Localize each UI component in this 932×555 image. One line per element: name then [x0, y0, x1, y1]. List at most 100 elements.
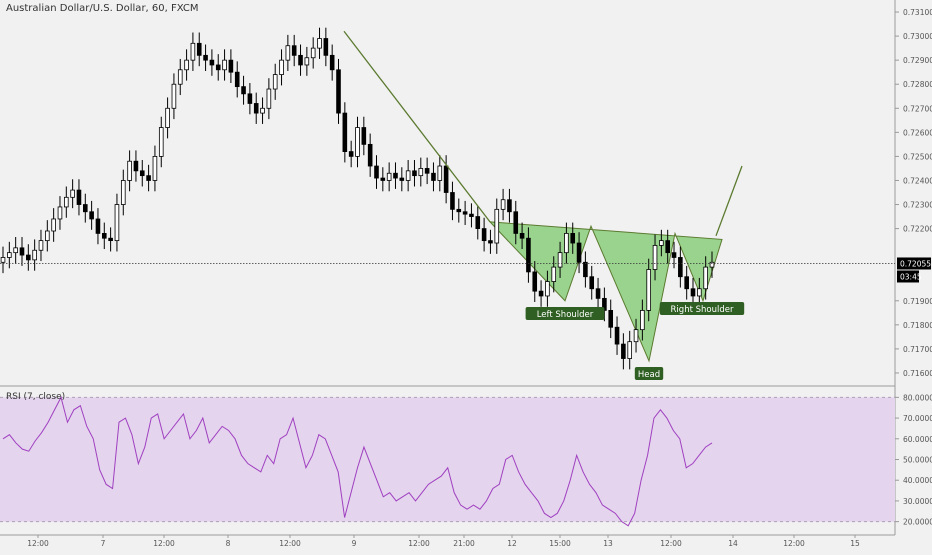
candle [431, 172, 436, 181]
rsi-tick-label: 60.0000 [903, 435, 932, 444]
candle [348, 151, 354, 157]
candle [291, 45, 297, 56]
candle [621, 343, 626, 359]
candle [519, 233, 525, 239]
price-tick-label: 0.72300 [903, 201, 932, 210]
candle [101, 233, 107, 239]
price-tick-label: 0.71700 [903, 345, 932, 354]
time-tick-label: 7 [101, 539, 106, 548]
candle [380, 177, 386, 181]
candle [665, 240, 670, 254]
candle [32, 249, 37, 261]
rsi-line [2, 395, 713, 527]
candle [317, 38, 322, 49]
candle [304, 57, 310, 66]
candle [215, 64, 221, 71]
candle [247, 93, 253, 104]
candle [279, 59, 284, 75]
candle [51, 218, 56, 232]
candle [336, 69, 341, 114]
candle [76, 189, 82, 205]
candle [272, 74, 278, 90]
candle [127, 160, 132, 181]
candle [323, 38, 329, 56]
candle [526, 237, 531, 273]
candle [171, 83, 177, 109]
candle [507, 199, 512, 213]
candle [532, 271, 538, 292]
candle [45, 230, 50, 242]
candle [690, 288, 696, 297]
time-tick-label: 12:00 [279, 539, 301, 548]
candle [475, 216, 481, 229]
candle [196, 42, 202, 56]
candle [545, 281, 550, 297]
rsi-tick-label: 40.0000 [903, 476, 932, 485]
rsi-band [0, 397, 895, 522]
inverse-head-and-shoulders-pattern [488, 221, 723, 363]
candle [82, 204, 88, 213]
candle [646, 269, 651, 311]
price-tick-label: 0.72200 [903, 225, 932, 234]
candle [26, 254, 31, 261]
candle [551, 266, 557, 282]
candle [89, 211, 94, 220]
candle [386, 172, 392, 181]
candle [500, 199, 506, 210]
pattern-annotation-box [525, 307, 605, 320]
candle [108, 237, 113, 242]
candle [450, 192, 455, 210]
price-tick-label: 0.72900 [903, 56, 932, 65]
downtrend-line [343, 30, 491, 223]
price-tick-label: 0.73000 [903, 32, 932, 41]
time-tick-label: 12:00 [660, 539, 682, 548]
candle [329, 54, 335, 71]
candle [652, 245, 658, 270]
candle [57, 206, 63, 220]
candle [418, 168, 424, 177]
candle [595, 288, 601, 299]
price-tick-label: 0.71600 [903, 369, 932, 378]
candle [494, 208, 500, 244]
candle [241, 86, 246, 95]
time-tick-label: 8 [226, 539, 231, 548]
candle [684, 276, 689, 290]
candle [481, 228, 487, 242]
candle [203, 54, 208, 61]
candle [355, 127, 360, 157]
candle [228, 59, 234, 73]
candle [671, 252, 677, 258]
candle [158, 127, 164, 157]
candle [260, 107, 265, 114]
time-tick-label: 15:00 [549, 539, 571, 548]
price-tick-label: 0.72600 [903, 128, 932, 137]
candle [38, 240, 44, 251]
candle [19, 247, 25, 256]
rsi-tick-label: 50.0000 [903, 456, 932, 465]
candle [412, 170, 417, 177]
price-tick-label: 0.71900 [903, 297, 932, 306]
pattern-annotation-label: Head [638, 370, 660, 380]
candle [570, 233, 576, 244]
candle [513, 211, 519, 234]
candle [209, 59, 215, 66]
time-tick-label: 13 [603, 539, 613, 548]
chart-title: Australian Dollar/U.S. Dollar, 60, FXCM [6, 3, 199, 14]
candle [0, 257, 6, 263]
breakout-projection-line [715, 165, 743, 237]
candle [374, 165, 379, 179]
candle [462, 211, 468, 215]
rsi-title: RSI (7, close) [6, 392, 66, 402]
price-tick-label: 0.71800 [903, 321, 932, 330]
candle [627, 341, 633, 359]
candle [469, 213, 474, 217]
candle [633, 329, 639, 343]
pattern-annotation-label: Right Shoulder [671, 305, 734, 315]
candle [184, 59, 189, 71]
candle [152, 156, 158, 181]
candle [614, 326, 620, 345]
time-tick-label: 14 [728, 539, 738, 548]
price-tick-label: 0.72400 [903, 176, 932, 185]
